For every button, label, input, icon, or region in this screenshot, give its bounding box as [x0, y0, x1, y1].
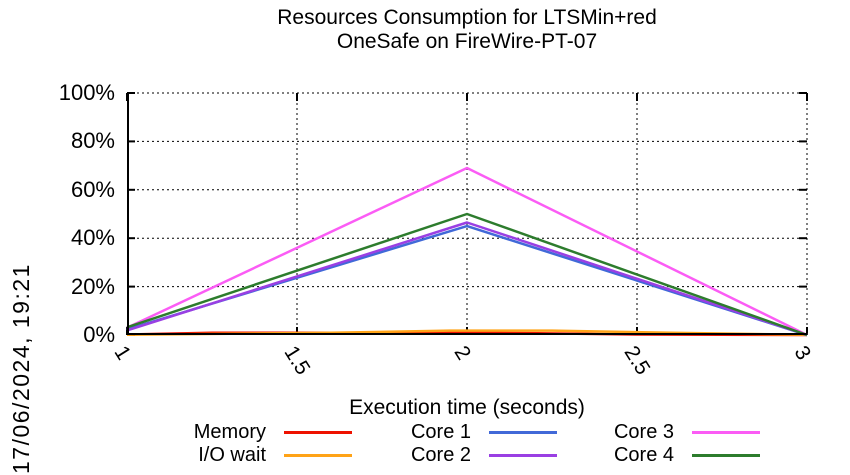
legend-label: I/O wait	[198, 444, 266, 466]
y-tick-label: 100%	[58, 80, 115, 105]
x-axis-title: Execution time (seconds)	[349, 396, 585, 419]
chart-title: Resources Consumption for LTSMin+red One…	[127, 6, 807, 54]
plot-canvas	[126, 92, 808, 337]
legend-item: Core 1	[376, 421, 557, 444]
legend-item: Core 2	[376, 444, 557, 467]
legend-label: Core 1	[410, 421, 471, 443]
legend-swatch	[284, 431, 352, 434]
x-tick-label: 1.5	[279, 342, 315, 379]
legend-label: Core 2	[410, 444, 471, 466]
legend-item: I/O wait	[171, 444, 352, 467]
legend-item: Memory	[171, 421, 352, 444]
legend-label: Memory	[193, 421, 266, 443]
legend-swatch	[692, 454, 760, 457]
legend-item: Core 3	[579, 421, 760, 444]
y-tick-label: 20%	[70, 273, 115, 299]
legend-swatch	[489, 431, 557, 434]
legend-label: Core 4	[613, 444, 674, 466]
y-tick-label: 80%	[70, 128, 115, 154]
x-tick-label: 2.5	[619, 342, 655, 379]
y-tick-label: 40%	[70, 225, 115, 251]
legend-swatch	[692, 431, 760, 434]
x-tick-label: 3	[789, 342, 816, 365]
y-tick-label: 60%	[70, 176, 115, 202]
chart-title-line2: OneSafe on FireWire-PT-07	[336, 30, 598, 53]
legend-column: Core 1 Core 2	[376, 421, 557, 467]
legend-item: Core 4	[579, 444, 760, 467]
series-line-core-4	[126, 212, 808, 337]
legend-column: Memory I/O wait	[171, 421, 352, 467]
series-line-core-2	[126, 221, 808, 337]
legend: Memory I/O wait Core 1 Core 2 Core 3 Core 4	[0, 421, 850, 469]
plot-area	[126, 92, 808, 337]
legend-column: Core 3 Core 4	[579, 421, 760, 467]
chart-title-line1: Resources Consumption for LTSMin+red	[277, 6, 657, 29]
series-line-core-3	[126, 166, 808, 337]
legend-label: Core 3	[613, 421, 674, 443]
y-tick-label: 0%	[83, 322, 115, 347]
x-tick-label: 2	[449, 342, 476, 365]
legend-swatch	[489, 454, 557, 457]
legend-swatch	[284, 454, 352, 457]
